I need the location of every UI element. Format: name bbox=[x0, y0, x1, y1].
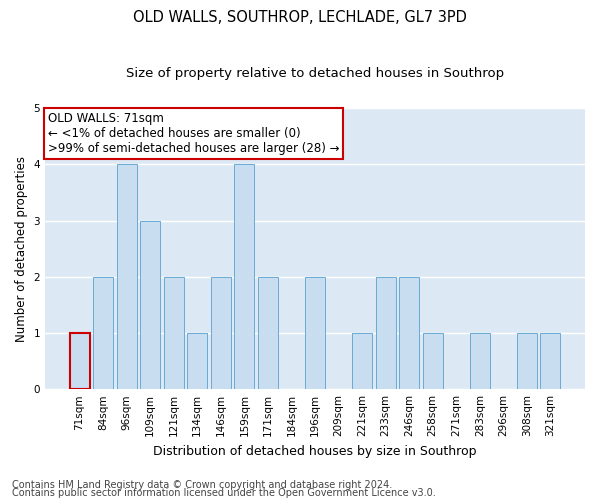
Title: Size of property relative to detached houses in Southrop: Size of property relative to detached ho… bbox=[126, 68, 504, 80]
Text: OLD WALLS: 71sqm
← <1% of detached houses are smaller (0)
>99% of semi-detached : OLD WALLS: 71sqm ← <1% of detached house… bbox=[48, 112, 339, 156]
Text: Contains HM Land Registry data © Crown copyright and database right 2024.: Contains HM Land Registry data © Crown c… bbox=[12, 480, 392, 490]
Bar bbox=[423, 333, 443, 389]
Bar bbox=[541, 333, 560, 389]
Bar bbox=[211, 276, 231, 389]
Bar bbox=[305, 276, 325, 389]
Text: Contains public sector information licensed under the Open Government Licence v3: Contains public sector information licen… bbox=[12, 488, 436, 498]
Bar bbox=[376, 276, 395, 389]
Bar bbox=[517, 333, 537, 389]
Bar bbox=[70, 333, 89, 389]
Bar bbox=[187, 333, 208, 389]
Bar bbox=[140, 220, 160, 389]
Bar bbox=[116, 164, 137, 389]
Bar bbox=[470, 333, 490, 389]
Bar bbox=[164, 276, 184, 389]
Bar bbox=[93, 276, 113, 389]
Text: OLD WALLS, SOUTHROP, LECHLADE, GL7 3PD: OLD WALLS, SOUTHROP, LECHLADE, GL7 3PD bbox=[133, 10, 467, 25]
X-axis label: Distribution of detached houses by size in Southrop: Distribution of detached houses by size … bbox=[153, 444, 477, 458]
Bar bbox=[399, 276, 419, 389]
Bar bbox=[258, 276, 278, 389]
Y-axis label: Number of detached properties: Number of detached properties bbox=[15, 156, 28, 342]
Bar bbox=[235, 164, 254, 389]
Bar bbox=[352, 333, 372, 389]
